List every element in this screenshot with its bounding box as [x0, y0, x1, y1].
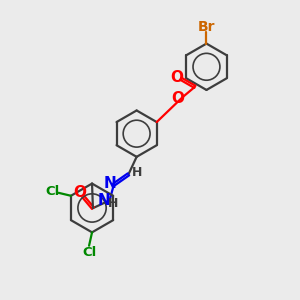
- Text: Cl: Cl: [45, 185, 60, 198]
- Text: H: H: [108, 197, 119, 210]
- Text: N: N: [104, 176, 117, 190]
- Text: O: O: [171, 91, 184, 106]
- Text: O: O: [73, 185, 86, 200]
- Text: Br: Br: [198, 20, 215, 34]
- Text: H: H: [132, 167, 142, 179]
- Text: N: N: [98, 194, 111, 208]
- Text: O: O: [171, 70, 184, 85]
- Text: Cl: Cl: [82, 246, 96, 259]
